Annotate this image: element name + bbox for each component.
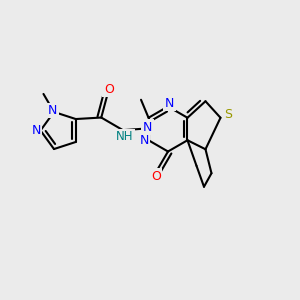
Text: O: O	[151, 169, 161, 183]
Text: N: N	[31, 124, 41, 137]
Text: N: N	[48, 104, 57, 117]
Text: O: O	[104, 82, 114, 95]
Text: N: N	[143, 121, 152, 134]
Text: S: S	[224, 108, 232, 121]
Text: NH: NH	[116, 130, 133, 143]
Text: N: N	[165, 97, 174, 110]
Text: N: N	[139, 134, 149, 147]
